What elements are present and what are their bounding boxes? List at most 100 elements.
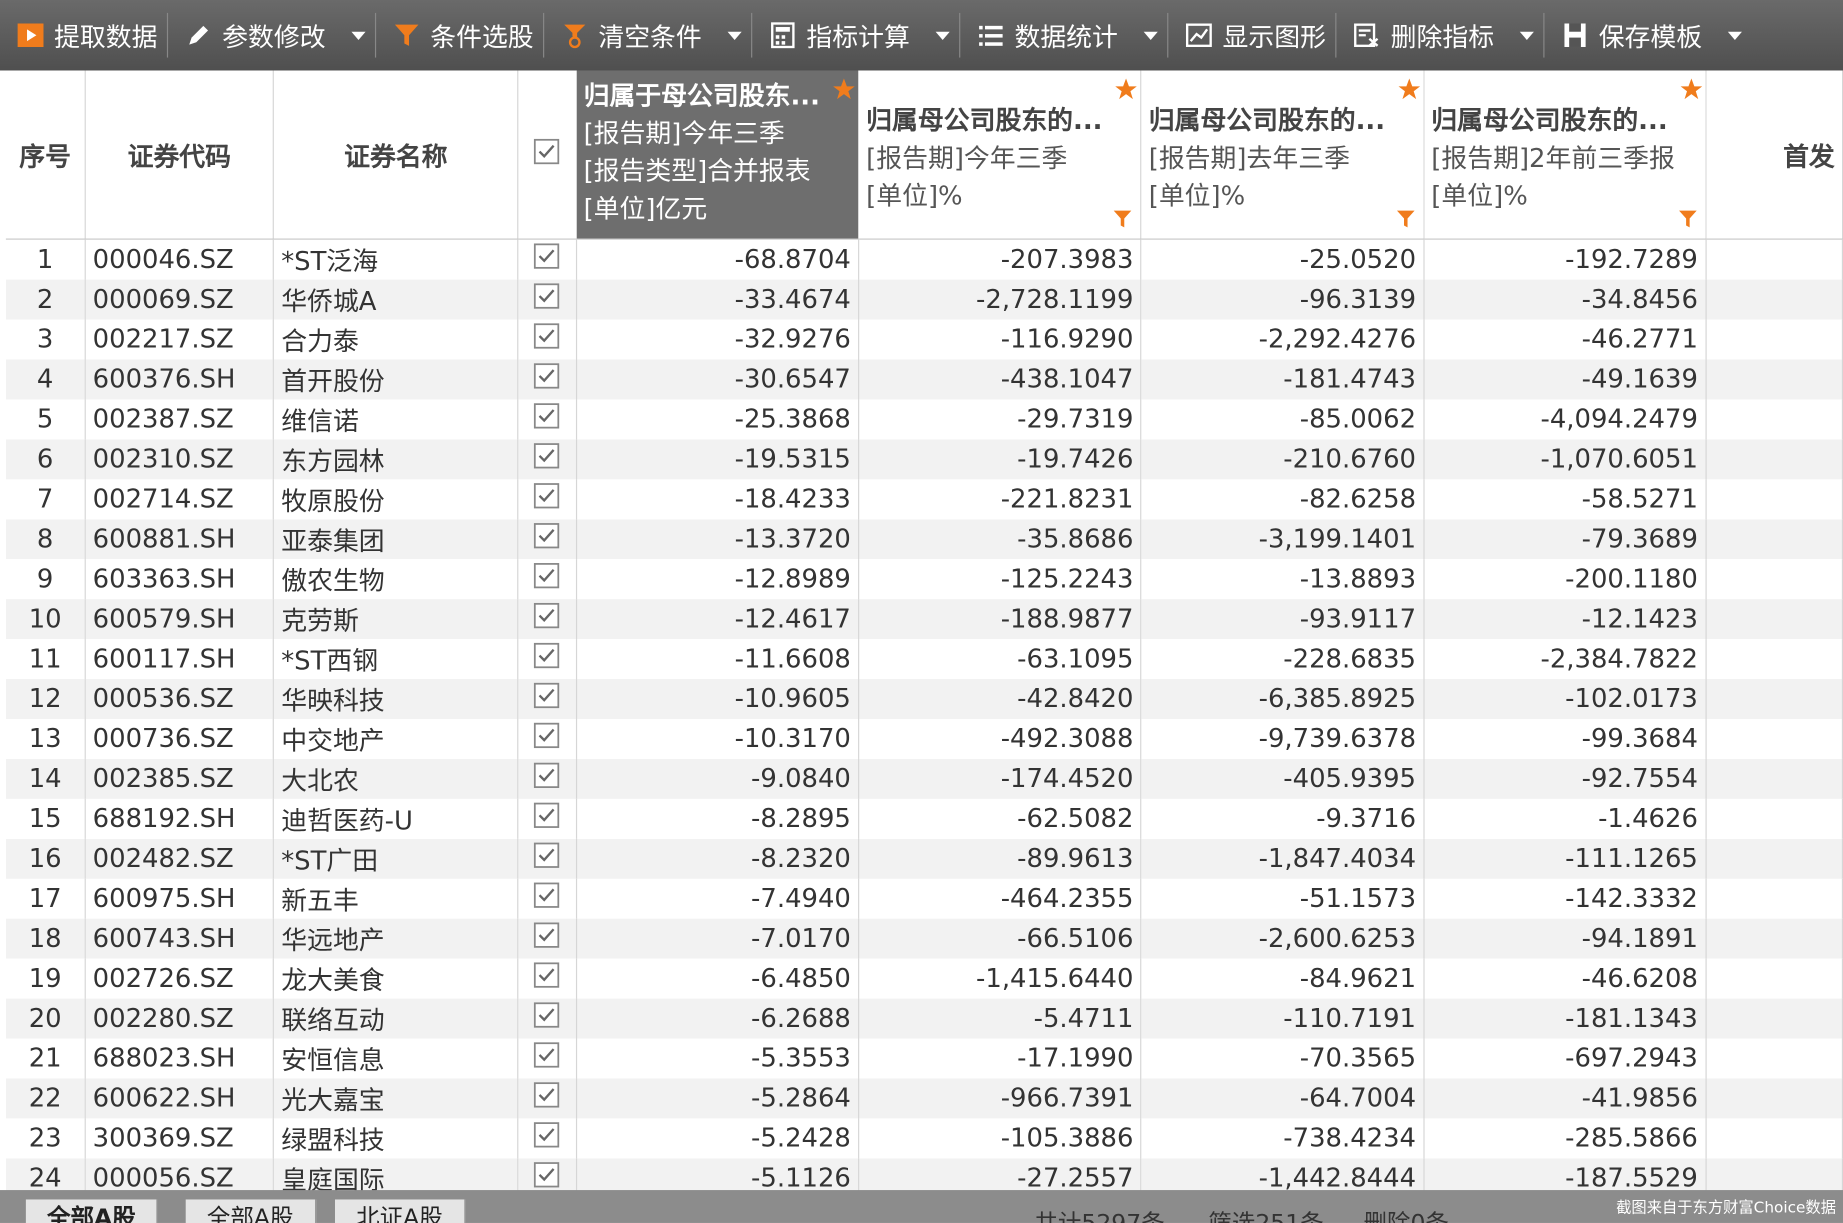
column-header[interactable] bbox=[518, 70, 577, 240]
row-checkbox[interactable] bbox=[518, 798, 577, 839]
table-row[interactable]: 17 600975.SH 新五丰 -7.4940 -464.2355 -51.1573 -1… bbox=[5, 878, 1843, 919]
cell: -6,385.8925 bbox=[1141, 679, 1425, 719]
status-text: 共计5297条 bbox=[1034, 1204, 1164, 1223]
table-row[interactable]: 20 002280.SZ 联络互动 -6.2688 -5.4711 -110.7191 -1… bbox=[5, 998, 1843, 1039]
column-header[interactable]: 首发 bbox=[1705, 70, 1843, 240]
row-checkbox[interactable] bbox=[518, 319, 577, 360]
row-checkbox[interactable] bbox=[518, 679, 577, 719]
table-row[interactable]: 22 600622.SH 光大嘉宝 -5.2864 -966.7391 -64.7004-… bbox=[5, 1078, 1843, 1119]
row-checkbox[interactable] bbox=[518, 599, 577, 640]
cell: 20 bbox=[5, 998, 86, 1039]
table-row[interactable]: 8 600881.SH 亚泰集团 -13.3720 -35.8686 -3,199.140… bbox=[5, 519, 1843, 560]
table-row[interactable]: 5 002387.SZ 维信诺 -25.3868 -29.7319 -85.0062 -4,… bbox=[5, 399, 1843, 440]
cell: 合力泰 bbox=[273, 319, 519, 360]
toolbar-button[interactable]: 显示图形 bbox=[1168, 0, 1335, 70]
sheet-tab[interactable]: 全部A股 bbox=[185, 1199, 316, 1223]
row-checkbox[interactable] bbox=[518, 998, 577, 1039]
cell: -697.2943 bbox=[1423, 1038, 1707, 1079]
row-checkbox[interactable] bbox=[518, 519, 577, 560]
table-row[interactable]: 4 600376.SH 首开股份 -30.6547 -438.1047 -181.4743… bbox=[5, 359, 1843, 400]
table-row[interactable]: 7 002714.SZ 牧原股份 -18.4233 -221.8231 -82.6258-… bbox=[5, 479, 1843, 520]
cell: 17 bbox=[5, 878, 86, 919]
row-checkbox[interactable] bbox=[518, 958, 577, 999]
cell: -7.4940 bbox=[575, 878, 860, 919]
column-header[interactable]: 归属母公司股东的... [报告期]2年前三季报 [单位]% bbox=[1423, 70, 1707, 240]
row-checkbox[interactable] bbox=[518, 878, 577, 919]
row-checkbox[interactable] bbox=[518, 399, 577, 440]
table-row[interactable]: 14 002385.SZ 大北农 -9.0840 -174.4520 -405.9395-… bbox=[5, 758, 1843, 799]
toolbar-button[interactable]: 清空条件 bbox=[544, 0, 751, 70]
row-checkbox[interactable] bbox=[518, 1078, 577, 1119]
button-label: 参数修改 bbox=[222, 23, 326, 53]
toolbar-button[interactable]: 条件选股 bbox=[376, 0, 543, 70]
separator bbox=[374, 12, 377, 58]
cell: -110.7191 bbox=[1141, 998, 1425, 1039]
row-checkbox[interactable] bbox=[518, 718, 577, 759]
row-checkbox[interactable] bbox=[518, 1118, 577, 1159]
cell: -10.3170 bbox=[575, 718, 860, 759]
cell: -1,847.4034 bbox=[1141, 838, 1425, 879]
cell: -188.9877 bbox=[858, 599, 1142, 640]
toolbar-button[interactable]: 删除指标 bbox=[1337, 0, 1544, 70]
icon bbox=[534, 403, 560, 429]
row-checkbox[interactable] bbox=[518, 439, 577, 480]
row-checkbox[interactable] bbox=[518, 559, 577, 600]
table-row[interactable]: 18 600743.SH 华远地产 -7.0170 -66.5106 -2,600.625… bbox=[5, 918, 1843, 959]
icon bbox=[534, 243, 560, 269]
table-row[interactable]: 16 002482.SZ *ST广田 -8.2320 -89.9613 -1,847.40… bbox=[5, 838, 1843, 879]
column-header[interactable]: 证券名称 bbox=[273, 70, 519, 240]
table-row[interactable]: 9 603363.SH 傲农生物 -12.8989 -125.2243 -13.8893-… bbox=[5, 559, 1843, 600]
row-checkbox[interactable] bbox=[518, 639, 577, 680]
dropdown-arrow[interactable] bbox=[1519, 31, 1535, 40]
icon bbox=[534, 1162, 560, 1188]
cell: -25.3868 bbox=[575, 399, 860, 440]
icon bbox=[189, 25, 209, 45]
cell: -12.8989 bbox=[575, 559, 860, 600]
table-row[interactable]: 23 300369.SZ 绿盟科技 -5.2428 -105.3886 -738.4234… bbox=[5, 1118, 1843, 1159]
sheet-tab[interactable]: 全部A股 bbox=[25, 1199, 159, 1223]
toolbar-button[interactable]: 数据统计 bbox=[960, 0, 1167, 70]
table-row[interactable]: 10 600579.SH 克劳斯 -12.4617 -188.9877 -93.9117-… bbox=[5, 599, 1843, 640]
table-row[interactable]: 11 600117.SH *ST西钢 -11.6608 -63.1095 -228.683… bbox=[5, 639, 1843, 680]
table-row[interactable]: 21 688023.SH 安恒信息 -5.3553 -17.1990 -70.3565 -6… bbox=[5, 1038, 1843, 1079]
row-checkbox[interactable] bbox=[518, 758, 577, 799]
sheet-tab[interactable]: 北证A股 bbox=[334, 1199, 466, 1223]
table-row[interactable]: 19 002726.SZ 龙大美食 -6.4850 -1,415.6440 -84.962… bbox=[5, 958, 1843, 999]
row-checkbox[interactable] bbox=[518, 918, 577, 959]
cell bbox=[1705, 559, 1843, 600]
dropdown-arrow[interactable] bbox=[351, 31, 366, 40]
column-header[interactable]: 证券代码 bbox=[85, 70, 275, 240]
row-checkbox[interactable] bbox=[518, 239, 577, 280]
table-row[interactable]: 15 688192.SH 迪哲医药-U -8.2895 -62.5082 -9.3716-… bbox=[5, 798, 1843, 839]
cell: 中交地产 bbox=[273, 718, 519, 759]
row-checkbox[interactable] bbox=[518, 359, 577, 400]
dropdown-arrow[interactable] bbox=[1143, 31, 1158, 40]
cell: 19 bbox=[5, 958, 86, 999]
header-subline: [单位]% bbox=[866, 181, 963, 211]
toolbar-button[interactable]: 保存模板 bbox=[1545, 0, 1752, 70]
icon bbox=[534, 802, 560, 828]
column-header[interactable]: 序号 bbox=[5, 70, 86, 240]
dropdown-arrow[interactable] bbox=[1728, 31, 1743, 40]
column-header[interactable]: 归属于母公司股东... [报告期]今年三季 [报告类型]合并报表 [单位]亿元 bbox=[575, 70, 860, 240]
dropdown-arrow[interactable] bbox=[727, 31, 742, 40]
table-row[interactable]: 1 000046.SZ *ST泛海 -68.8704 -207.3983 -25.0520… bbox=[5, 239, 1843, 280]
row-checkbox[interactable] bbox=[518, 479, 577, 520]
column-header[interactable]: 归属母公司股东的... [报告期]去年三季 [单位]% bbox=[1141, 70, 1425, 240]
table-row[interactable]: 12 000536.SZ 华映科技 -10.9605 -42.8420 -6,385.89… bbox=[5, 679, 1843, 719]
cell: 14 bbox=[5, 758, 86, 799]
dropdown-arrow[interactable] bbox=[935, 31, 950, 40]
row-checkbox[interactable] bbox=[518, 279, 577, 320]
column-header[interactable]: 归属母公司股东的... [报告期]今年三季 [单位]% bbox=[858, 70, 1142, 240]
table-row[interactable]: 6 002310.SZ 东方园林 -19.5315 -19.7426 -210.6760-… bbox=[5, 439, 1843, 480]
row-checkbox[interactable] bbox=[518, 838, 577, 879]
toolbar-button[interactable]: 参数修改 bbox=[168, 0, 375, 70]
table-row[interactable]: 2 000069.SZ 华侨城A -33.4674 -2,728.1199 -96.313… bbox=[5, 279, 1843, 320]
toolbar-button[interactable]: 提取数据 bbox=[0, 0, 167, 70]
cell: 克劳斯 bbox=[273, 599, 519, 640]
table-row[interactable]: 3 002217.SZ 合力泰 -32.9276 -116.9290 -2,292.427… bbox=[5, 319, 1843, 360]
cell: -11.6608 bbox=[575, 639, 860, 680]
toolbar-button[interactable]: 指标计算 bbox=[752, 0, 959, 70]
row-checkbox[interactable] bbox=[518, 1038, 577, 1079]
table-row[interactable]: 13 000736.SZ 中交地产 -10.3170 -492.3088 -9,739.6… bbox=[5, 718, 1843, 759]
